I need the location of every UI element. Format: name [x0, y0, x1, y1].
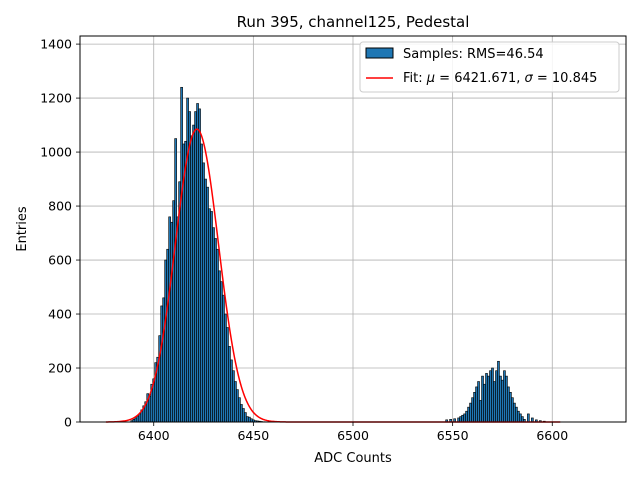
- x-tick-label: 6600: [536, 428, 568, 443]
- x-tick-label: 6500: [337, 428, 369, 443]
- y-tick-label: 1400: [40, 37, 72, 52]
- y-tick-label: 0: [64, 415, 72, 430]
- legend-fit-label: Fit: μ = 6421.671, σ = 10.845: [403, 71, 597, 86]
- legend-fit-mu-symbol: μ: [426, 71, 435, 86]
- y-tick-label: 400: [48, 307, 72, 322]
- legend-fit-mu-value: = 6421.671,: [435, 71, 524, 86]
- legend-samples-label: Samples: RMS=46.54: [403, 47, 544, 62]
- y-tick-label: 1000: [40, 145, 72, 160]
- legend-samples-patch: [365, 47, 394, 59]
- legend-fit-sigma-value: = 10.845: [533, 71, 598, 86]
- histogram-bar: [527, 413, 530, 423]
- x-tick-label: 6550: [437, 428, 469, 443]
- y-tick-label: 1200: [40, 91, 72, 106]
- y-axis-label: Entries: [15, 206, 30, 252]
- legend-fit-sigma-symbol: σ: [525, 71, 534, 86]
- x-tick-label: 6400: [138, 428, 170, 443]
- y-tick-label: 800: [48, 199, 72, 214]
- histogram-bars: [130, 86, 546, 423]
- chart-title: Run 395, channel125, Pedestal: [237, 13, 470, 31]
- y-tick-label: 600: [48, 253, 72, 268]
- x-axis-label: ADC Counts: [314, 451, 392, 466]
- x-tick-label: 6450: [237, 428, 269, 443]
- x-axis-ticks: 6400 6450 6500 6550 6600: [138, 422, 568, 443]
- y-axis-ticks: 0 200 400 600 800 1000 1200 1400: [40, 37, 80, 430]
- legend-box: [359, 41, 620, 93]
- y-tick-label: 200: [48, 361, 72, 376]
- legend: Samples: RMS=46.54 Fit: μ = 6421.671, σ …: [359, 41, 620, 93]
- legend-fit-prefix: Fit:: [403, 71, 427, 86]
